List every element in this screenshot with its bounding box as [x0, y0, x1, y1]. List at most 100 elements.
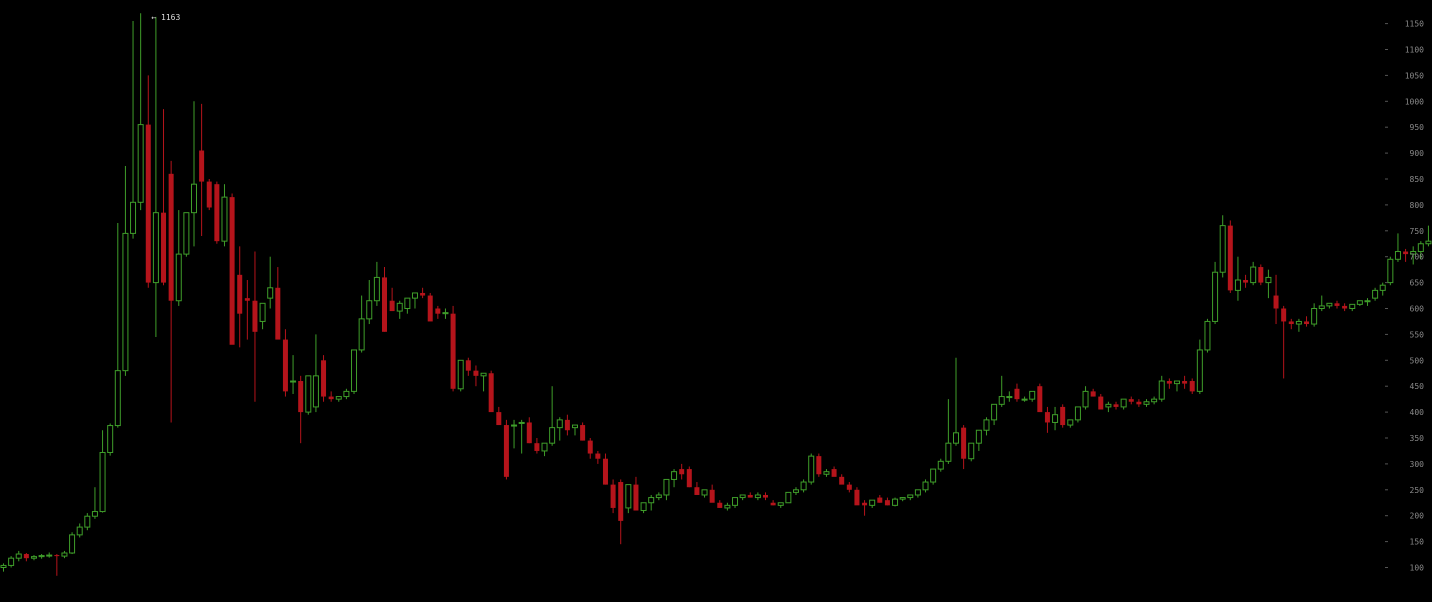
- candle: [914, 489, 921, 498]
- candle-body: [99, 452, 106, 513]
- candle-body: [717, 502, 723, 508]
- candle-body: [701, 489, 708, 496]
- candle-body: [800, 481, 807, 491]
- candle-body: [846, 484, 852, 490]
- candle-body: [1243, 280, 1249, 283]
- candle-body: [1090, 391, 1096, 397]
- candle-body: [1151, 398, 1158, 403]
- candle: [69, 532, 76, 555]
- candle-body: [862, 502, 868, 506]
- candle: [1234, 256, 1241, 301]
- candle-body: [770, 502, 776, 506]
- candle-body: [1196, 349, 1203, 392]
- candle: [671, 469, 678, 488]
- candle: [991, 403, 998, 426]
- candle: [480, 372, 487, 392]
- candle-body: [23, 554, 29, 559]
- candle: [1204, 318, 1211, 353]
- candle: [1372, 287, 1379, 301]
- y-tick-label: 1150: [1405, 20, 1424, 29]
- candle-body: [312, 375, 319, 408]
- candle: [633, 476, 639, 511]
- candle-body: [991, 403, 998, 421]
- candle: [1387, 256, 1394, 286]
- candle: [846, 482, 852, 493]
- y-tick-label: 850: [1410, 175, 1425, 184]
- candle-body: [1120, 398, 1127, 408]
- candle: [1166, 378, 1172, 389]
- candle: [1182, 375, 1188, 389]
- candle: [84, 513, 91, 531]
- candle-body: [754, 494, 761, 499]
- candle-body: [839, 476, 845, 485]
- candle-body: [671, 471, 678, 480]
- candle: [1037, 383, 1043, 413]
- candle: [1379, 282, 1386, 296]
- candle: [1356, 300, 1363, 306]
- y-tick-label: 900: [1410, 149, 1425, 158]
- candle-body: [488, 373, 494, 413]
- candle: [488, 370, 494, 413]
- candle: [1410, 246, 1417, 265]
- candle: [473, 365, 479, 387]
- candle: [237, 246, 243, 348]
- candle: [191, 101, 197, 247]
- candle: [411, 292, 418, 309]
- candle-body: [420, 292, 426, 296]
- candle-body: [358, 318, 365, 351]
- candle: [1151, 396, 1158, 405]
- candle-body: [655, 494, 662, 499]
- candle-body: [76, 526, 83, 536]
- candle-body: [732, 497, 739, 506]
- candle-body: [1394, 251, 1401, 260]
- candle: [572, 424, 578, 436]
- candle: [1120, 398, 1127, 410]
- candle-body: [427, 295, 433, 322]
- candle: [312, 334, 319, 413]
- candle-body: [435, 308, 441, 314]
- candle: [175, 210, 182, 306]
- candle-body: [1234, 279, 1241, 291]
- candle: [343, 388, 350, 400]
- candle: [580, 422, 586, 441]
- candle: [1212, 261, 1219, 325]
- candle-body: [1281, 308, 1287, 322]
- candle-body: [1326, 302, 1333, 307]
- candle: [770, 500, 776, 506]
- y-tick-label: 400: [1410, 408, 1425, 417]
- candle-body: [1029, 390, 1036, 400]
- candle: [1029, 390, 1036, 402]
- candle: [854, 487, 860, 506]
- candle: [792, 487, 799, 495]
- candle-body: [480, 372, 487, 377]
- candle-body: [1265, 276, 1272, 284]
- candle: [877, 494, 883, 503]
- candle-body: [351, 349, 358, 392]
- candle-body: [229, 197, 235, 345]
- candle-body: [305, 375, 312, 413]
- candle-body: [69, 534, 76, 554]
- candle-body: [785, 491, 792, 504]
- candle: [1334, 300, 1340, 309]
- candle-body: [61, 552, 68, 557]
- candle-body: [1334, 303, 1340, 306]
- candle: [373, 261, 380, 306]
- candle-body: [686, 469, 692, 488]
- candle: [831, 466, 837, 477]
- candle: [1021, 396, 1028, 402]
- candle: [1067, 419, 1074, 428]
- candle: [625, 484, 632, 514]
- candle-body: [1037, 386, 1043, 413]
- candle: [869, 499, 876, 508]
- candle-body: [595, 453, 601, 459]
- candle-body: [998, 396, 1005, 405]
- candle-body: [1295, 320, 1302, 325]
- candle-body: [968, 442, 975, 460]
- candle: [1158, 375, 1165, 402]
- candle-body: [389, 300, 395, 312]
- y-tick-label: 100: [1410, 564, 1425, 573]
- candle-body: [373, 276, 380, 302]
- candle: [686, 466, 692, 488]
- candle-body: [0, 564, 7, 568]
